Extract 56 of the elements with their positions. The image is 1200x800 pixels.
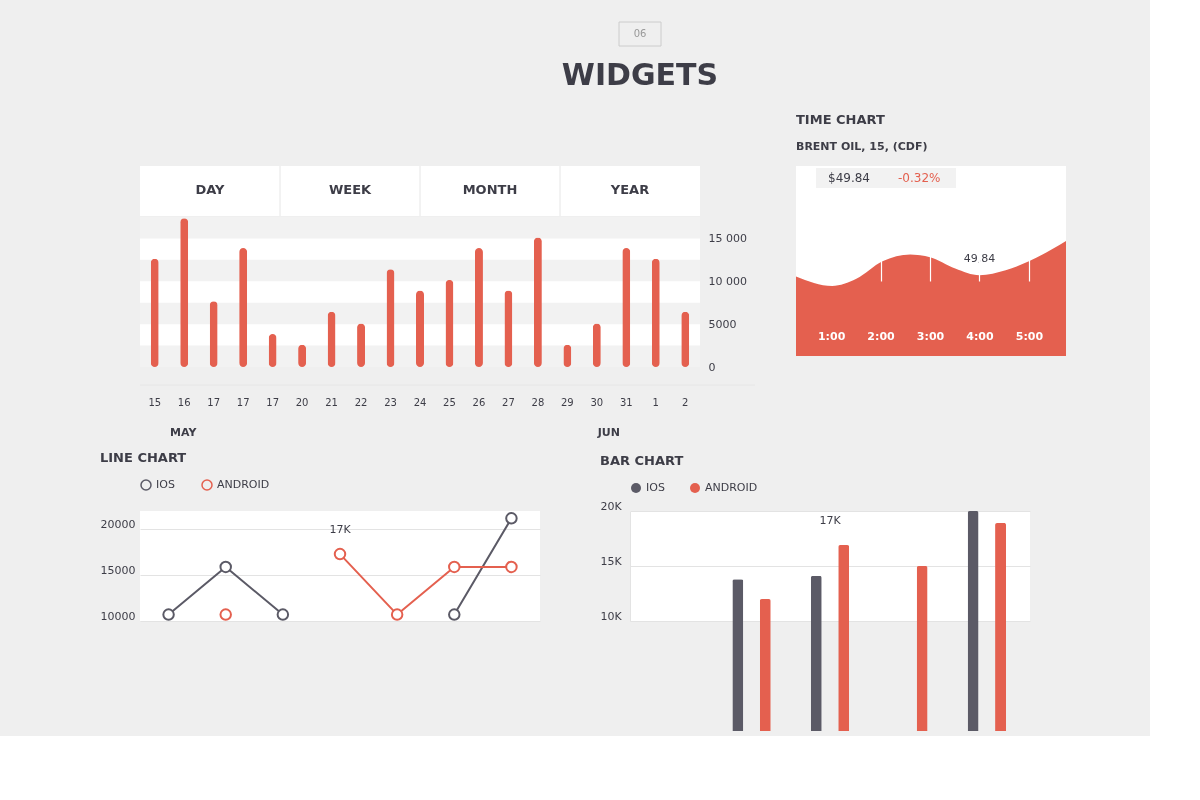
x-tick-label: 4:00 xyxy=(966,329,994,343)
legend-label: ANDROID xyxy=(705,481,758,494)
x-tick-label: 15 xyxy=(148,396,162,408)
y-tick-label: 10 000 xyxy=(708,274,747,288)
text: DAY xyxy=(195,182,226,197)
x-tick-label: 5:00 xyxy=(1015,329,1044,343)
chart-title: LINE CHART xyxy=(100,450,187,465)
x-tick-label: 31 xyxy=(619,396,633,408)
text: $49.84 xyxy=(828,171,870,185)
y-tick-label: 20K xyxy=(600,499,623,513)
text: WIDGETS xyxy=(561,57,719,92)
x-tick-label: 29 xyxy=(561,396,574,408)
x-tick-label: 20 xyxy=(295,396,309,408)
text: 06 xyxy=(633,28,647,39)
text: -0.32% xyxy=(898,171,941,185)
x-tick-label: 17 xyxy=(207,396,221,408)
y-tick-label: 15K xyxy=(600,554,623,568)
legend-label: IOS xyxy=(156,478,175,491)
legend-label: IOS xyxy=(646,481,665,494)
data-label: 17K xyxy=(329,523,352,537)
y-tick-label: 15 000 xyxy=(708,231,747,245)
annotation: 49,84 xyxy=(963,252,996,266)
y-tick-label: 10K xyxy=(600,609,623,623)
legend-label: ANDROID xyxy=(217,478,270,491)
chart-title: TIME CHART xyxy=(796,112,885,127)
x-tick-label: 22 xyxy=(354,396,368,408)
x-tick-label: 21 xyxy=(325,396,338,408)
data-label: 17K xyxy=(819,514,842,528)
x-tick-label: 25 xyxy=(443,396,456,408)
x-tick-label: 30 xyxy=(590,396,604,408)
x-tick-label: 28 xyxy=(531,396,545,408)
text: MONTH xyxy=(462,182,518,197)
x-tick-label: 2:00 xyxy=(867,329,896,343)
y-tick-label: 0 xyxy=(708,360,716,374)
chart-title: BAR CHART xyxy=(600,453,684,468)
x-tick-label: 23 xyxy=(384,396,397,408)
y-tick-label: 20000 xyxy=(100,517,136,531)
x-tick-label: 3:00 xyxy=(916,329,945,343)
y-tick-label: 5000 xyxy=(708,317,737,331)
x-tick-label: 16 xyxy=(177,396,191,408)
x-tick-label: 17 xyxy=(236,396,250,408)
x-tick-label: 26 xyxy=(472,396,486,408)
text: JUN xyxy=(596,426,620,439)
bar xyxy=(416,290,424,367)
x-tick-label: 1:00 xyxy=(817,329,846,343)
text: MAY xyxy=(170,426,198,439)
chart-subtitle: BRENT OIL, 15, (CDF) xyxy=(796,140,928,153)
y-tick-label: 15000 xyxy=(100,563,136,577)
x-tick-label: 1 xyxy=(652,396,659,408)
x-tick-label: 27 xyxy=(502,396,515,408)
x-tick-label: 24 xyxy=(413,396,427,408)
x-tick-label: 17 xyxy=(266,396,279,408)
text: YEAR xyxy=(609,182,650,197)
y-tick-label: 10000 xyxy=(100,609,136,623)
x-tick-label: 2 xyxy=(682,396,689,408)
text: WEEK xyxy=(328,182,373,197)
